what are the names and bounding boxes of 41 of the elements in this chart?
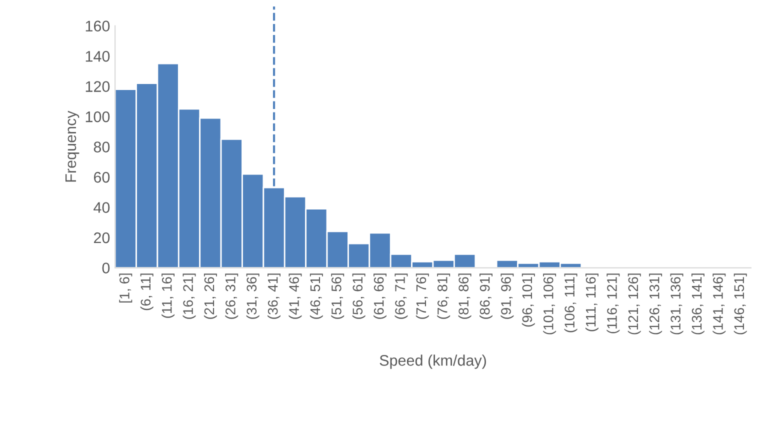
y-tick-label: 120 [86, 81, 110, 92]
x-tick-label: (81, 86] [458, 274, 472, 319]
y-tick-label: 80 [94, 142, 110, 152]
x-tick-label: (6, 11] [140, 274, 154, 310]
x-tick-label: (21, 26] [204, 274, 217, 319]
x-tick-label: (36, 41] [268, 274, 281, 319]
x-tick-label: (96, 101] [522, 274, 535, 327]
x-tick-label: (116, 121] [606, 274, 620, 334]
x-tick-label: (56, 61] [352, 274, 366, 319]
y-tick-label: 140 [86, 50, 110, 62]
x-tick-label: (91, 96] [500, 274, 514, 319]
x-tick-label: (101, 106] [543, 274, 556, 334]
x-tick-label: (26, 31] [225, 274, 238, 319]
x-tick-label: (76, 81] [437, 274, 450, 319]
x-tick-label: (31, 36] [246, 274, 260, 319]
x-tick-label: (136, 141] [691, 274, 704, 334]
x-tick-label: (111, 116] [586, 274, 598, 332]
x-tick-label: (41, 46] [288, 274, 302, 319]
x-tick-label: [1, 6] [119, 274, 132, 303]
x-tick-label: (141, 146] [712, 274, 726, 334]
x-tick-label: (61, 66] [374, 274, 386, 319]
x-tick-label: (46, 51] [310, 274, 323, 319]
x-axis-title: Speed (km/day) [380, 354, 486, 369]
x-tick-label: (106, 111] [564, 274, 578, 332]
x-tick-label: (66, 71] [394, 274, 408, 319]
y-axis-title: Frequency [65, 110, 80, 182]
x-tick-label: (146, 151] [734, 274, 747, 334]
x-tick-label: (11, 16] [162, 274, 175, 318]
y-tick-label: 40 [94, 202, 110, 213]
y-tick-label: 20 [94, 232, 110, 244]
x-tick-label: (51, 56] [331, 274, 344, 319]
x-tick-label: (86, 91] [480, 274, 492, 319]
x-tick-label: (16, 21] [182, 274, 196, 319]
y-tick-label: 0 [102, 262, 110, 274]
x-tick-label: (126, 131] [649, 274, 662, 334]
y-tick-label: 160 [86, 20, 110, 32]
x-tick-label: (131, 136] [670, 274, 684, 334]
x-tick-label: (71, 76] [416, 274, 429, 319]
y-tick-label: 100 [86, 111, 110, 122]
y-tick-label: 60 [94, 172, 110, 183]
x-tick-label: (121, 126] [628, 274, 641, 334]
